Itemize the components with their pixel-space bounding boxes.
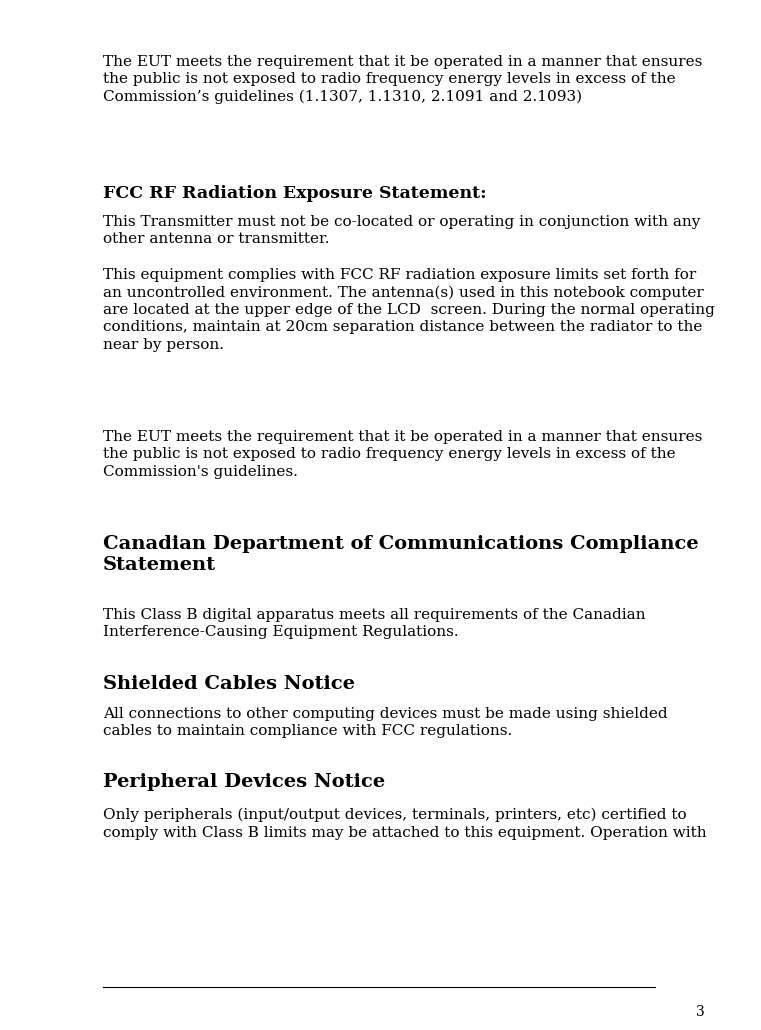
Text: 3: 3 <box>696 1005 705 1019</box>
Text: All connections to other computing devices must be made using shielded
cables to: All connections to other computing devic… <box>103 707 667 739</box>
Text: FCC RF Radiation Exposure Statement:: FCC RF Radiation Exposure Statement: <box>103 185 486 202</box>
Text: Peripheral Devices Notice: Peripheral Devices Notice <box>103 772 385 791</box>
Text: This Transmitter must not be co-located or operating in conjunction with any
oth: This Transmitter must not be co-located … <box>103 215 700 246</box>
Text: Canadian Department of Communications Compliance
Statement: Canadian Department of Communications Co… <box>103 535 699 574</box>
Text: This equipment complies with FCC RF radiation exposure limits set forth for
an u: This equipment complies with FCC RF radi… <box>103 268 715 351</box>
Text: The EUT meets the requirement that it be operated in a manner that ensures
the p: The EUT meets the requirement that it be… <box>103 55 702 104</box>
Text: Only peripherals (input/output devices, terminals, printers, etc) certified to
c: Only peripherals (input/output devices, … <box>103 808 707 839</box>
Text: This Class B digital apparatus meets all requirements of the Canadian
Interferen: This Class B digital apparatus meets all… <box>103 608 645 640</box>
Text: Shielded Cables Notice: Shielded Cables Notice <box>103 675 355 693</box>
Text: The EUT meets the requirement that it be operated in a manner that ensures
the p: The EUT meets the requirement that it be… <box>103 430 702 479</box>
